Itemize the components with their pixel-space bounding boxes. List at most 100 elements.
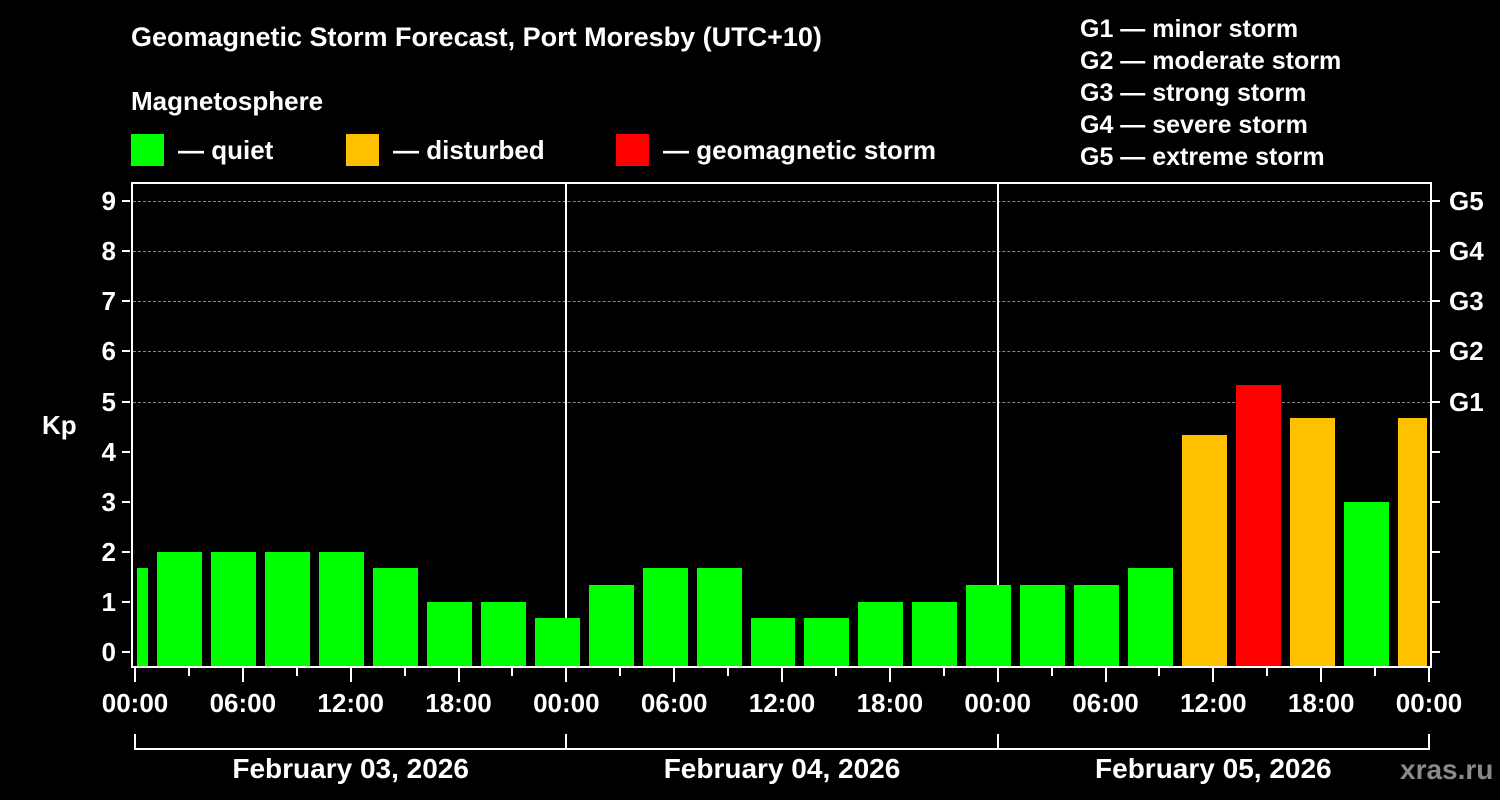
right-y-tick xyxy=(1432,450,1440,453)
y-tick-label: 3 xyxy=(101,486,116,517)
right-y-tick xyxy=(1432,400,1440,403)
g-scale-legend: G1 — minor storm G2 — moderate storm G3 … xyxy=(1080,13,1341,173)
gridline xyxy=(133,351,1430,353)
y-tick-label: 0 xyxy=(101,637,116,667)
y-tick xyxy=(122,350,130,353)
y-tick-label: 9 xyxy=(101,186,116,217)
kp-bar xyxy=(265,551,311,666)
kp-bar xyxy=(1397,418,1427,666)
x-tick xyxy=(727,668,730,676)
g-level-label: G2 xyxy=(1449,336,1484,367)
date-label: February 05, 2026 xyxy=(1095,753,1332,784)
g-level-label: G3 xyxy=(1449,286,1484,317)
x-tick-label: 00:00 xyxy=(533,688,600,718)
x-tick xyxy=(1212,668,1215,682)
kp-bar xyxy=(211,551,257,666)
y-tick xyxy=(122,550,130,553)
legend-swatch xyxy=(616,134,649,166)
kp-bar xyxy=(1235,384,1281,666)
y-tick-label: 8 xyxy=(101,236,116,267)
x-tick xyxy=(781,668,783,682)
date-bracket-tick xyxy=(1428,734,1430,750)
x-tick xyxy=(295,668,298,676)
kp-bar xyxy=(534,618,580,666)
kp-bar xyxy=(1074,585,1119,666)
x-tick xyxy=(349,668,352,682)
x-tick-label: 00:00 xyxy=(964,688,1031,718)
legend-item: — quiet xyxy=(131,134,273,166)
g-level-label: G1 xyxy=(1449,386,1484,417)
y-tick xyxy=(122,450,130,453)
x-tick xyxy=(1374,668,1377,676)
gridline xyxy=(133,301,1430,303)
kp-bar xyxy=(966,585,1012,666)
kp-bar xyxy=(319,551,365,666)
x-tick xyxy=(241,668,244,682)
x-tick-label: 18:00 xyxy=(425,688,492,718)
right-y-tick xyxy=(1432,500,1440,503)
right-y-tick xyxy=(1432,250,1440,253)
legend-swatch xyxy=(131,134,164,166)
legend-item: — disturbed xyxy=(346,134,545,166)
x-tick-label: 06:00 xyxy=(209,688,277,718)
legend-label: — disturbed xyxy=(393,134,545,165)
y-tick-label: 6 xyxy=(101,336,116,367)
x-tick xyxy=(187,668,190,676)
x-tick-label: 12:00 xyxy=(748,688,816,718)
right-y-tick xyxy=(1432,651,1440,653)
kp-bar xyxy=(1289,418,1335,666)
kp-bar xyxy=(912,601,958,666)
x-tick xyxy=(1428,668,1430,682)
chart-title: Geomagnetic Storm Forecast, Port Moresby… xyxy=(131,22,822,52)
x-tick-label: 06:00 xyxy=(1072,688,1139,718)
legend-swatch xyxy=(346,134,379,166)
kp-bar xyxy=(804,618,850,666)
x-tick xyxy=(511,668,514,676)
x-tick xyxy=(888,668,891,682)
right-y-tick xyxy=(1432,550,1440,553)
kp-bar xyxy=(1343,501,1389,666)
legend-subtitle: Magnetosphere xyxy=(131,86,324,116)
y-tick xyxy=(122,250,130,253)
y-tick xyxy=(122,400,130,403)
kp-bar xyxy=(696,568,742,666)
x-tick xyxy=(1320,668,1323,682)
kp-bar xyxy=(1127,568,1173,666)
kp-bar xyxy=(157,551,203,666)
y-axis-label: Kp xyxy=(42,410,77,440)
watermark: xras.ru xyxy=(1400,754,1494,785)
x-tick xyxy=(619,668,622,676)
y-tick-label: 4 xyxy=(101,436,116,467)
kp-bar xyxy=(137,568,149,666)
y-tick xyxy=(122,200,130,203)
x-tick xyxy=(673,668,676,682)
g-level-label: G5 xyxy=(1449,186,1484,217)
y-tick-label: 2 xyxy=(101,536,116,567)
x-tick xyxy=(1266,668,1269,676)
date-label: February 04, 2026 xyxy=(663,753,901,784)
x-tick xyxy=(403,668,406,676)
gridline xyxy=(133,201,1430,203)
legend-label: — geomagnetic storm xyxy=(663,134,937,165)
y-tick xyxy=(122,600,130,603)
date-label: February 03, 2026 xyxy=(232,753,469,784)
g-scale-item: G3 — strong storm xyxy=(1080,79,1307,107)
kp-bar xyxy=(750,618,796,666)
kp-bar xyxy=(480,601,526,666)
x-tick-label: 18:00 xyxy=(856,688,924,718)
plot-area xyxy=(131,182,1432,668)
kp-bar xyxy=(642,568,688,666)
x-tick-label: 06:00 xyxy=(640,688,708,718)
y-tick xyxy=(122,300,130,303)
right-y-tick xyxy=(1432,600,1440,603)
x-tick xyxy=(134,668,136,682)
x-tick xyxy=(565,668,568,682)
x-tick xyxy=(1104,668,1107,682)
x-tick-label: 00:00 xyxy=(101,688,169,718)
kp-bar xyxy=(427,601,472,666)
kp-bar xyxy=(1181,435,1227,666)
gridline xyxy=(133,251,1430,253)
g-scale-item: G2 — moderate storm xyxy=(1080,47,1342,75)
g-level-label: G4 xyxy=(1449,236,1484,267)
date-bracket-tick xyxy=(996,734,999,750)
